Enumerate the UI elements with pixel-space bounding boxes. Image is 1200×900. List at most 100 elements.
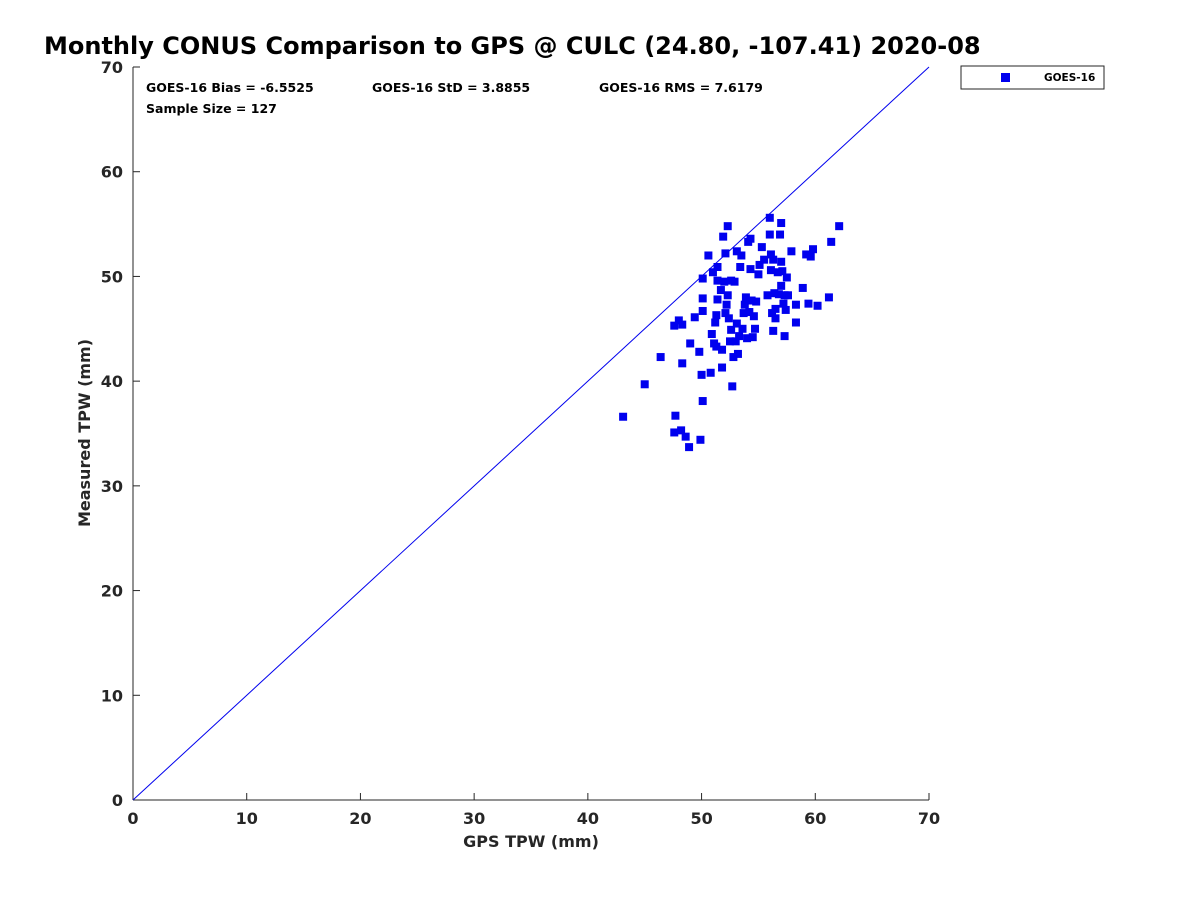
data-point [735, 332, 744, 341]
data-point [778, 267, 787, 276]
data-point [708, 268, 717, 277]
y-tick-label: 10 [101, 686, 123, 705]
scatter-points [619, 213, 844, 452]
x-axis-label: GPS TPW (mm) [463, 832, 599, 851]
y-ticks: 0 10 20 30 40 50 60 70 [101, 58, 140, 810]
data-point [780, 332, 789, 341]
data-point [677, 426, 686, 435]
data-point [748, 333, 757, 342]
data-point [670, 428, 679, 437]
y-tick-label: 70 [101, 58, 123, 77]
data-point [712, 311, 721, 320]
x-tick-label: 50 [690, 809, 712, 828]
data-point [763, 291, 772, 300]
data-point [674, 316, 683, 325]
data-point [747, 296, 756, 305]
data-point [718, 363, 727, 372]
data-point [738, 324, 747, 333]
data-point [752, 297, 761, 306]
data-point [745, 308, 754, 317]
legend-marker [1001, 73, 1010, 82]
data-point [681, 432, 690, 441]
data-point [713, 263, 722, 272]
y-tick-label: 20 [101, 582, 123, 601]
data-point [783, 291, 792, 300]
data-point [698, 274, 707, 283]
data-point [640, 380, 649, 389]
data-point [718, 345, 727, 354]
data-point [777, 281, 786, 290]
data-point [768, 309, 777, 318]
data-point [706, 368, 715, 377]
data-point [773, 268, 782, 277]
data-point [766, 250, 775, 259]
data-point [802, 250, 811, 259]
data-point [696, 435, 705, 444]
data-point [719, 232, 728, 241]
data-point [695, 347, 704, 356]
bias-stat: GOES-16 Bias = -6.5525 [146, 80, 314, 95]
data-point [713, 276, 722, 285]
y-axis-label: Measured TPW (mm) [75, 339, 94, 527]
data-point [749, 312, 758, 321]
y-tick-label: 60 [101, 163, 123, 182]
y-tick-label: 50 [101, 267, 123, 286]
data-point [760, 255, 769, 264]
data-point [835, 222, 844, 231]
data-point [809, 245, 818, 254]
data-point [791, 300, 800, 309]
data-point [804, 299, 813, 308]
data-point [781, 305, 790, 314]
data-point [766, 266, 775, 275]
legend-box [960, 65, 1105, 90]
data-point [754, 270, 763, 279]
data-point [698, 294, 707, 303]
std-stat: GOES-16 StD = 3.8855 [372, 80, 530, 95]
data-point [720, 277, 729, 286]
data-point [777, 257, 786, 266]
data-point [729, 353, 738, 362]
data-point [779, 299, 788, 308]
data-point [728, 382, 737, 391]
data-point [731, 337, 740, 346]
data-point [690, 313, 699, 322]
x-tick-label: 30 [463, 809, 485, 828]
data-point [771, 304, 780, 313]
data-point [740, 300, 749, 309]
data-point [806, 252, 815, 261]
data-point [686, 339, 695, 348]
data-point [704, 251, 713, 260]
rms-stat: GOES-16 RMS = 7.6179 [599, 80, 763, 95]
data-point [791, 318, 800, 327]
data-point [678, 359, 687, 368]
data-point [765, 230, 774, 239]
data-point [721, 249, 730, 258]
data-point [782, 273, 791, 282]
data-point [730, 277, 739, 286]
data-point [736, 263, 745, 272]
data-point [732, 319, 741, 328]
data-point [777, 219, 786, 228]
data-point [722, 300, 731, 309]
data-point [743, 334, 752, 343]
legend-label: GOES-16 [1044, 72, 1095, 84]
data-point [787, 247, 796, 256]
data-point [755, 260, 764, 269]
data-point [774, 290, 783, 299]
data-point [776, 230, 785, 239]
data-point [827, 237, 836, 246]
data-point [741, 293, 750, 302]
data-point [656, 353, 665, 362]
data-point [770, 289, 779, 298]
x-tick-label: 60 [804, 809, 826, 828]
data-point [671, 411, 680, 420]
data-point [678, 320, 687, 329]
data-point [813, 301, 822, 310]
data-point [726, 337, 734, 346]
x-tick-label: 0 [127, 809, 138, 828]
data-point [698, 397, 707, 406]
data-point [746, 265, 755, 274]
legend: GOES-16 [960, 65, 1105, 90]
data-point [723, 222, 732, 231]
